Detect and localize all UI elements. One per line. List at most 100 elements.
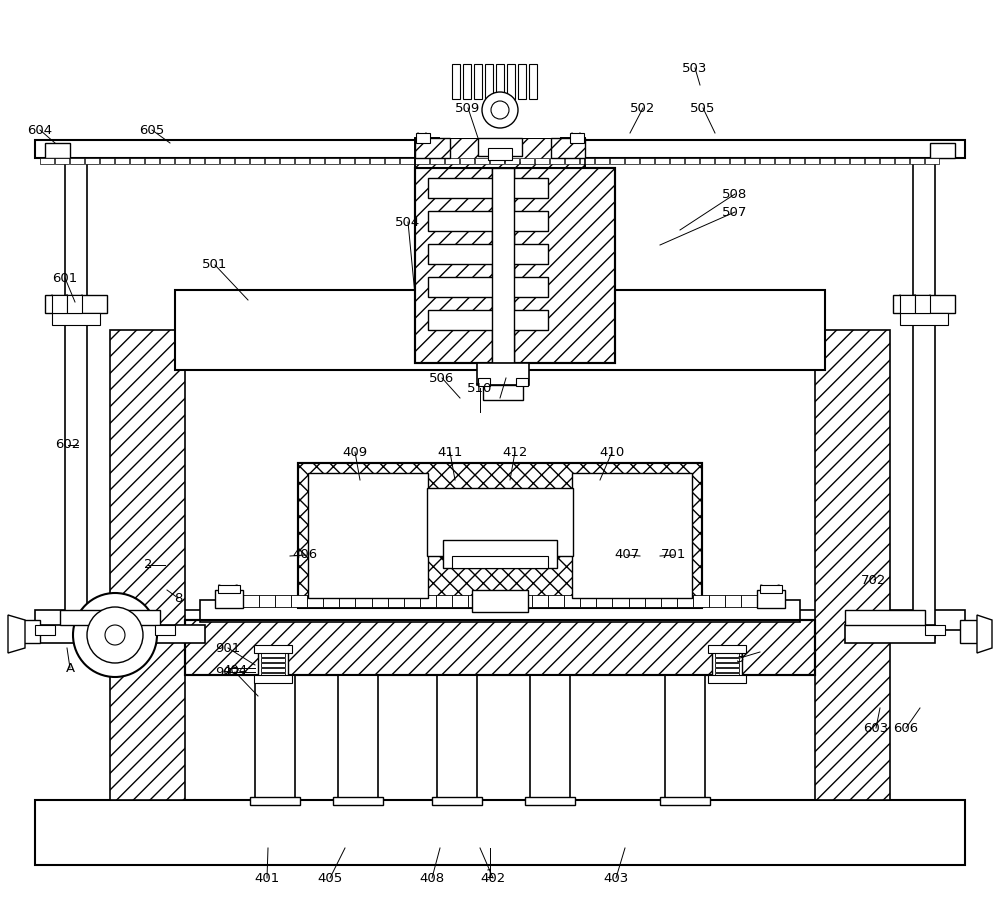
Text: 406: 406 (292, 548, 318, 562)
Bar (190, 158, 204, 164)
Text: 510: 510 (467, 382, 493, 394)
Text: 2: 2 (144, 558, 152, 572)
Text: 8: 8 (174, 591, 182, 605)
Bar (478, 138, 522, 156)
Bar (85, 158, 99, 164)
Bar (261, 653, 285, 657)
Bar (235, 158, 249, 164)
Bar (261, 658, 285, 662)
Bar (484, 595, 500, 607)
Text: 401: 401 (254, 871, 280, 885)
Text: 402: 402 (480, 871, 506, 885)
Bar (475, 158, 489, 164)
Text: A: A (65, 662, 75, 674)
Circle shape (105, 625, 125, 645)
Bar (45, 295, 107, 313)
Bar (685, 158, 699, 164)
Text: 702: 702 (861, 574, 887, 587)
Bar (250, 797, 300, 805)
Bar (70, 158, 84, 164)
Bar (307, 595, 323, 607)
Bar (485, 64, 493, 99)
Bar (323, 595, 339, 607)
Text: 503: 503 (682, 61, 708, 74)
Bar (565, 158, 579, 164)
Bar (660, 797, 710, 805)
Bar (815, 330, 890, 800)
Text: 506: 506 (429, 371, 455, 384)
Text: 412: 412 (502, 446, 528, 458)
Bar (415, 138, 450, 158)
Bar (200, 600, 800, 622)
Bar (532, 595, 548, 607)
Bar (715, 663, 739, 667)
Bar (708, 645, 746, 653)
Bar (551, 138, 585, 158)
Bar (741, 595, 757, 607)
Bar (516, 378, 528, 386)
Polygon shape (20, 620, 40, 643)
Text: 404: 404 (222, 663, 248, 676)
Bar (175, 290, 825, 370)
Bar (440, 56, 560, 138)
Bar (259, 595, 275, 607)
Bar (730, 158, 744, 164)
Bar (428, 178, 548, 198)
Bar (250, 158, 264, 164)
Bar (708, 675, 746, 683)
Bar (415, 158, 429, 164)
Bar (610, 158, 624, 164)
Bar (428, 211, 548, 231)
Bar (110, 330, 185, 800)
Bar (715, 653, 739, 657)
Text: 605: 605 (139, 124, 165, 136)
Bar (893, 295, 955, 313)
Bar (443, 540, 557, 568)
Bar (145, 158, 159, 164)
Bar (596, 595, 612, 607)
Bar (550, 158, 564, 164)
Bar (427, 488, 573, 556)
Bar (895, 158, 909, 164)
Bar (261, 673, 285, 677)
Text: 602: 602 (55, 438, 81, 451)
Bar (580, 158, 594, 164)
Bar (185, 620, 815, 675)
Bar (155, 625, 175, 635)
Bar (325, 158, 339, 164)
Bar (416, 133, 430, 143)
Bar (415, 138, 585, 168)
Bar (452, 595, 468, 607)
Bar (460, 158, 474, 164)
Bar (725, 595, 741, 607)
Bar (445, 158, 459, 164)
Bar (500, 595, 516, 607)
Text: 411: 411 (437, 446, 463, 458)
Bar (715, 673, 739, 677)
Bar (474, 64, 482, 99)
Bar (254, 645, 292, 653)
Text: 1: 1 (486, 868, 494, 881)
Bar (35, 610, 965, 630)
Bar (548, 595, 564, 607)
Circle shape (482, 92, 518, 128)
Bar (370, 158, 384, 164)
Text: 405: 405 (317, 871, 343, 885)
Bar (490, 158, 504, 164)
Bar (430, 158, 444, 164)
Bar (715, 158, 729, 164)
Bar (507, 64, 515, 99)
Bar (478, 378, 490, 386)
Text: 505: 505 (690, 102, 716, 114)
Text: 502: 502 (630, 102, 656, 114)
Text: 507: 507 (722, 206, 748, 219)
Bar (910, 158, 924, 164)
Bar (218, 585, 240, 593)
Bar (700, 158, 714, 164)
Bar (900, 313, 948, 325)
Bar (265, 158, 279, 164)
Bar (291, 595, 307, 607)
Text: 408: 408 (419, 871, 445, 885)
Text: 701: 701 (661, 548, 687, 562)
Bar (428, 310, 548, 330)
